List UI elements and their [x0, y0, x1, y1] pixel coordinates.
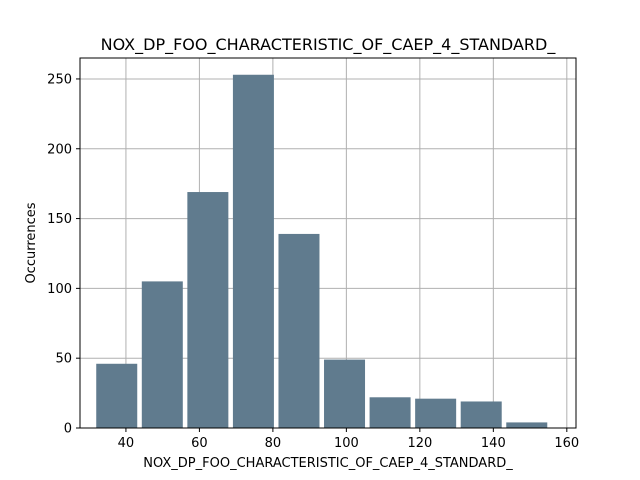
- x-tick-label: 60: [191, 436, 208, 451]
- y-tick-label: 0: [64, 422, 72, 437]
- histogram-bar: [278, 233, 320, 428]
- x-tick-label: 100: [334, 436, 359, 451]
- y-axis-title: Occurrences: [24, 202, 39, 283]
- y-tick-label: 150: [47, 212, 72, 227]
- histogram-bar: [232, 74, 274, 429]
- y-tick-label: 100: [47, 282, 72, 297]
- histogram-bar: [506, 422, 548, 428]
- chart-title: NOX_DP_FOO_CHARACTERISTIC_OF_CAEP_4_STAN…: [101, 35, 557, 55]
- bars-layer: [96, 74, 548, 429]
- plot-frame: [79, 57, 577, 429]
- x-tick-label: 80: [265, 436, 282, 451]
- histogram-bar: [369, 397, 411, 428]
- histogram-bar: [415, 398, 457, 428]
- y-tick-label: 200: [47, 142, 72, 157]
- y-tick-label: 250: [47, 72, 72, 87]
- histogram-bar: [96, 363, 138, 428]
- histogram-bar: [324, 359, 366, 428]
- x-tick-label: 40: [118, 436, 135, 451]
- histogram-bar: [460, 401, 502, 428]
- x-axis-ticks: 40 60 80 100 120 140 160: [118, 428, 579, 451]
- histogram-bar: [187, 192, 229, 428]
- x-tick-label: 140: [481, 436, 506, 451]
- histogram-bar: [141, 281, 183, 428]
- y-tick-label: 50: [55, 352, 72, 367]
- x-tick-label: 160: [554, 436, 579, 451]
- x-tick-label: 120: [407, 436, 432, 451]
- y-axis-ticks: 0 50 100 150 200 250: [47, 72, 80, 437]
- x-axis-title: NOX_DP_FOO_CHARACTERISTIC_OF_CAEP_4_STAN…: [143, 456, 513, 471]
